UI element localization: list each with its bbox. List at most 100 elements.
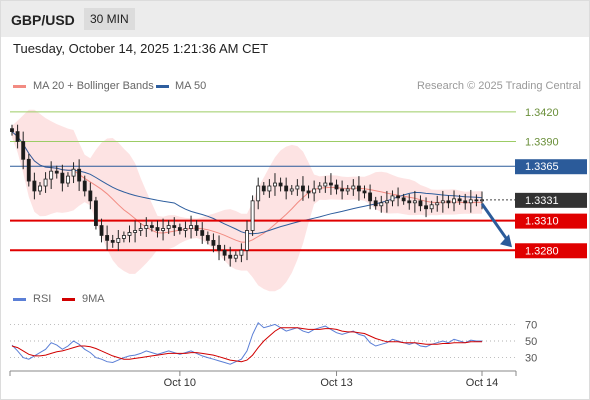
candle-up <box>323 182 328 187</box>
level-label-1.3390: 1.3390 <box>525 137 559 149</box>
timestamp: Tuesday, October 14, 2025 1:21:36 AM CET <box>13 41 269 56</box>
candle-up <box>138 228 143 231</box>
candle-down <box>340 188 345 192</box>
candle-down <box>301 185 305 192</box>
candle-down <box>88 190 93 202</box>
credit-text: Research © 2025 Trading Central <box>416 80 581 92</box>
candle-down <box>424 205 428 210</box>
chart-header: GBP/USD 30 MIN <box>1 1 589 37</box>
candle-down <box>457 198 462 202</box>
candle-down <box>463 200 468 204</box>
candle-down <box>278 182 283 187</box>
candle-up <box>49 170 54 180</box>
candle-down <box>418 200 423 207</box>
candle-down <box>54 170 59 174</box>
last-price-label: 1.3331 <box>525 195 559 207</box>
candle-down <box>194 225 199 231</box>
candle-up <box>161 228 166 231</box>
candle-down <box>110 239 115 243</box>
candle-up <box>390 195 395 202</box>
candle-up <box>144 225 149 229</box>
candle-down <box>200 230 205 236</box>
candle-down <box>474 199 479 202</box>
candle-down <box>149 225 154 228</box>
candle-up <box>379 202 384 207</box>
candle-up <box>189 225 193 229</box>
candle-up <box>429 204 434 210</box>
candle-up <box>71 168 76 177</box>
candle-down <box>306 190 311 194</box>
ma50-legend-swatch <box>156 85 169 88</box>
candle-down <box>60 172 65 184</box>
rsi-ma9-line <box>11 327 482 363</box>
timeframe-badge[interactable]: 30 MIN <box>84 8 135 30</box>
level-label-1.3280: 1.3280 <box>525 245 559 257</box>
candle-up <box>273 182 277 187</box>
candle-down <box>222 249 227 256</box>
candle-up <box>440 200 445 204</box>
ma9-legend-label: 9MA <box>82 293 105 305</box>
candle-down <box>177 227 182 231</box>
instrument-name: GBP/USD <box>11 12 75 28</box>
last-price-tag <box>515 192 587 208</box>
candle-down <box>211 239 216 246</box>
candle-down <box>105 235 110 241</box>
level-tag-1.3310 <box>515 213 587 229</box>
candle-up <box>38 185 42 192</box>
candle-down <box>15 131 20 142</box>
candle-down <box>334 184 339 190</box>
x-tick-label: Oct 10 <box>164 377 196 389</box>
level-label-1.3365: 1.3365 <box>525 161 559 173</box>
ma50-legend-label: MA 50 <box>175 80 207 92</box>
rsi-legend-label: RSI <box>33 293 52 305</box>
candle-down <box>10 128 14 133</box>
level-tag-1.3280 <box>515 243 587 259</box>
candle-up <box>239 249 244 256</box>
candle-down <box>99 225 104 236</box>
candle-up <box>245 230 249 251</box>
candle-up <box>250 200 255 231</box>
candle-up <box>384 200 389 204</box>
candle-up <box>412 200 417 204</box>
candle-up <box>351 185 356 190</box>
rsi-tick-label: 50 <box>525 336 537 348</box>
ma20-legend-swatch <box>13 85 26 88</box>
level-label-1.3310: 1.3310 <box>525 216 559 228</box>
candle-up <box>468 199 473 204</box>
candle-down <box>228 254 233 259</box>
candle-down <box>284 185 289 192</box>
ma9-legend-swatch <box>62 298 75 301</box>
candle-up <box>295 185 300 190</box>
candle-down <box>446 200 451 204</box>
candle-down <box>205 235 210 241</box>
candle-down <box>368 192 373 202</box>
candle-up <box>66 175 70 184</box>
rsi-line <box>11 321 482 365</box>
rsi-legend-swatch <box>13 298 26 301</box>
candle-down <box>407 200 412 204</box>
rsi-tick-label: 30 <box>525 353 537 365</box>
candle-down <box>26 158 31 182</box>
candle-down <box>401 197 406 202</box>
candle-up <box>43 178 48 187</box>
x-tick-label: Oct 13 <box>320 377 352 389</box>
candle-up <box>116 238 121 243</box>
rsi-tick-label: 70 <box>525 319 537 331</box>
candle-down <box>362 190 367 194</box>
candle-down <box>155 227 160 231</box>
candle-up <box>127 232 132 236</box>
candle-down <box>21 141 26 160</box>
projection-arrow-shaft <box>480 202 511 244</box>
ma20-legend-label: MA 20 + Bollinger Bands <box>33 80 154 92</box>
candle-up <box>289 188 294 192</box>
candle-down <box>217 244 221 251</box>
candle-up <box>133 230 138 233</box>
candle-up <box>256 185 261 202</box>
candle-down <box>32 180 37 192</box>
level-tag-1.3365 <box>515 159 587 175</box>
candle-up <box>480 199 484 202</box>
candle-down <box>77 168 82 182</box>
candle-down <box>328 182 333 186</box>
candle-down <box>82 180 87 192</box>
